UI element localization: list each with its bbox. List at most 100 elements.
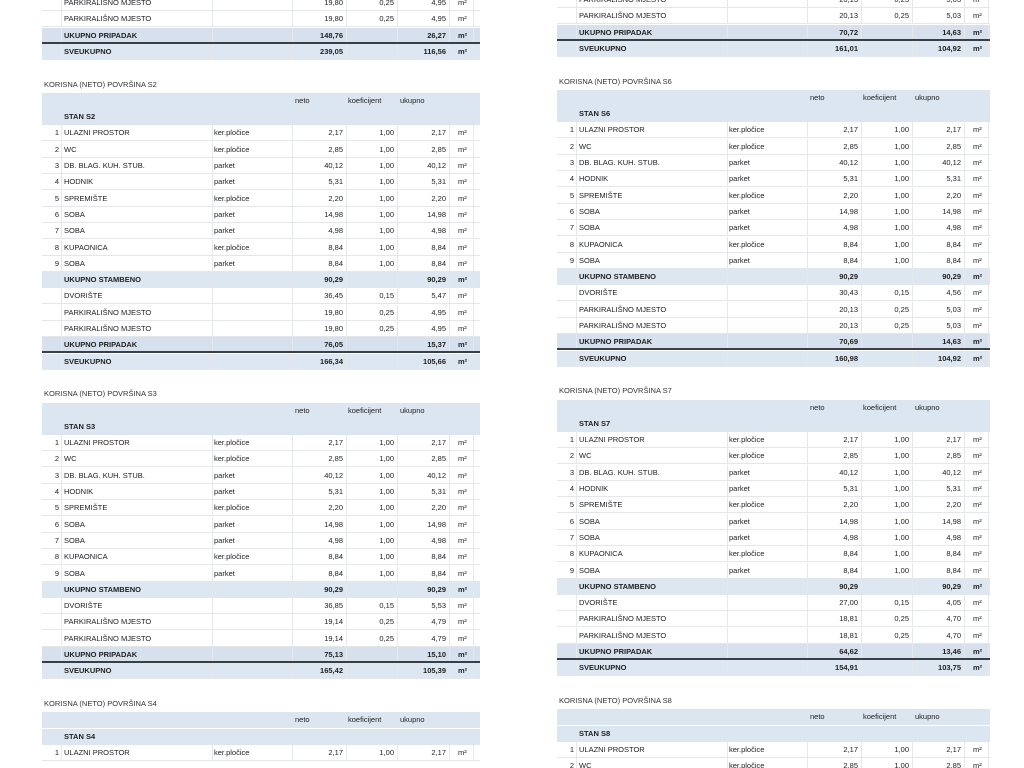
cell-border [964, 464, 965, 480]
header-neto: neto [810, 712, 825, 722]
table-row: UKUPNO PRIPADAK 64,62 13,46 m² [557, 644, 990, 660]
unit: m² [458, 0, 467, 7]
cell-border [964, 562, 965, 578]
material: ker.pločice [729, 141, 765, 151]
cell-border [449, 451, 450, 467]
cell-border [576, 758, 577, 768]
cell-border [964, 187, 965, 203]
cell-border [346, 206, 347, 222]
cell-border [912, 236, 913, 252]
neto: 14,98 [324, 209, 343, 219]
material: ker.pločice [214, 193, 250, 203]
cell-border [912, 8, 913, 24]
material: parket [729, 484, 750, 493]
section-title: KORISNA (NETO) POVRŠINA S8 [559, 695, 672, 705]
room-name: SOBA [579, 255, 600, 265]
ukupno: 105,39 [423, 666, 446, 676]
cell-border [988, 627, 989, 643]
cell-border [292, 141, 293, 157]
neto: 5,31 [328, 177, 343, 187]
cell-border [346, 125, 347, 141]
section-title: KORISNA (NETO) POVRŠINA S3 [44, 389, 157, 399]
table-row: 5 SPREMIŠTE ker.pločice 2,20 1,00 2,20 m² [42, 500, 480, 517]
koeficijent: 1,00 [379, 487, 394, 496]
cell-border [861, 24, 862, 39]
cell-border [861, 236, 862, 252]
unit: m² [458, 14, 467, 24]
unit: m² [973, 158, 982, 167]
table-row: 1 ULAZNI PROSTOR ker.pločice 2,17 1,00 2,17 m² [557, 122, 990, 139]
neto: 154,91 [835, 663, 858, 673]
cell-border [473, 565, 474, 581]
ukupno: 8,84 [431, 568, 446, 578]
cell-border [292, 549, 293, 565]
cell-border [61, 288, 62, 304]
ukupno: 116,56 [423, 46, 446, 56]
cell-border [861, 546, 862, 562]
cell-border [576, 562, 577, 578]
table-row: SVEUKUPNO 166,34 105,66 m² [42, 353, 480, 370]
cell-border [988, 301, 989, 317]
table-row: 5 SPREMIŠTE ker.pločice 2,20 1,00 2,20 m² [557, 497, 990, 514]
material: ker.pločice [729, 435, 765, 445]
cell-border [861, 318, 862, 333]
cell-border [397, 288, 398, 304]
cell-border [292, 353, 293, 369]
ukupno: 105,66 [423, 356, 446, 366]
cell-border [576, 432, 577, 448]
cell-border [988, 513, 989, 529]
cell-border [397, 174, 398, 190]
table-row: SVEUKUPNO 239,05 116,56 m² [42, 43, 480, 60]
cell-border [346, 27, 347, 42]
table-row: PARKIRALIŠNO MJESTO 20,13 0,25 5,03 m² [557, 8, 990, 25]
neto: 20,13 [839, 11, 858, 21]
cell-border [912, 464, 913, 480]
cell-border [397, 141, 398, 157]
cell-border [988, 138, 989, 154]
cell-border [212, 304, 213, 320]
cell-border [449, 158, 450, 173]
row-number: 2 [569, 451, 574, 461]
ukupno: 104,92 [938, 43, 961, 53]
neto: 40,12 [324, 470, 343, 480]
cell-border [292, 630, 293, 646]
cell-border [727, 497, 728, 513]
unit: m² [973, 500, 982, 510]
cell-border [346, 500, 347, 516]
cell-border [473, 125, 474, 141]
section-title: KORISNA (NETO) POVRŠINA S2 [44, 79, 157, 89]
ukupno: 8,84 [946, 239, 961, 249]
cell-border [449, 467, 450, 483]
cell-border [61, 353, 62, 369]
cell-border [861, 529, 862, 545]
neto: 64,62 [839, 647, 858, 656]
cell-border [212, 467, 213, 483]
cell-border [292, 565, 293, 581]
cell-border [473, 337, 474, 352]
cell-border [988, 318, 989, 333]
cell-border [292, 581, 293, 597]
cell-border [346, 353, 347, 369]
material: parket [214, 177, 235, 187]
material: parket [729, 467, 750, 477]
neto: 5,31 [843, 484, 858, 493]
unit: m² [973, 0, 982, 8]
neto: 8,84 [328, 552, 343, 562]
cell-border [807, 334, 808, 349]
unit: m² [973, 467, 982, 477]
cell-border [212, 647, 213, 661]
ukupno: 4,56 [946, 288, 961, 298]
room-name: PARKIRALIŠNO MJESTO [579, 630, 667, 640]
cell-border [61, 239, 62, 255]
cell-border [576, 187, 577, 203]
cell-border [964, 741, 965, 757]
table-row: UKUPNO STAMBENO 90,29 90,29 m² [557, 578, 990, 595]
cell-border [346, 565, 347, 581]
ukupno: 103,75 [938, 663, 961, 673]
ukupno: 13,46 [942, 647, 961, 656]
unit: m² [458, 487, 467, 496]
cell-border [346, 549, 347, 565]
cell-border [292, 321, 293, 336]
cell-border [988, 236, 989, 252]
cell-border [473, 0, 474, 10]
